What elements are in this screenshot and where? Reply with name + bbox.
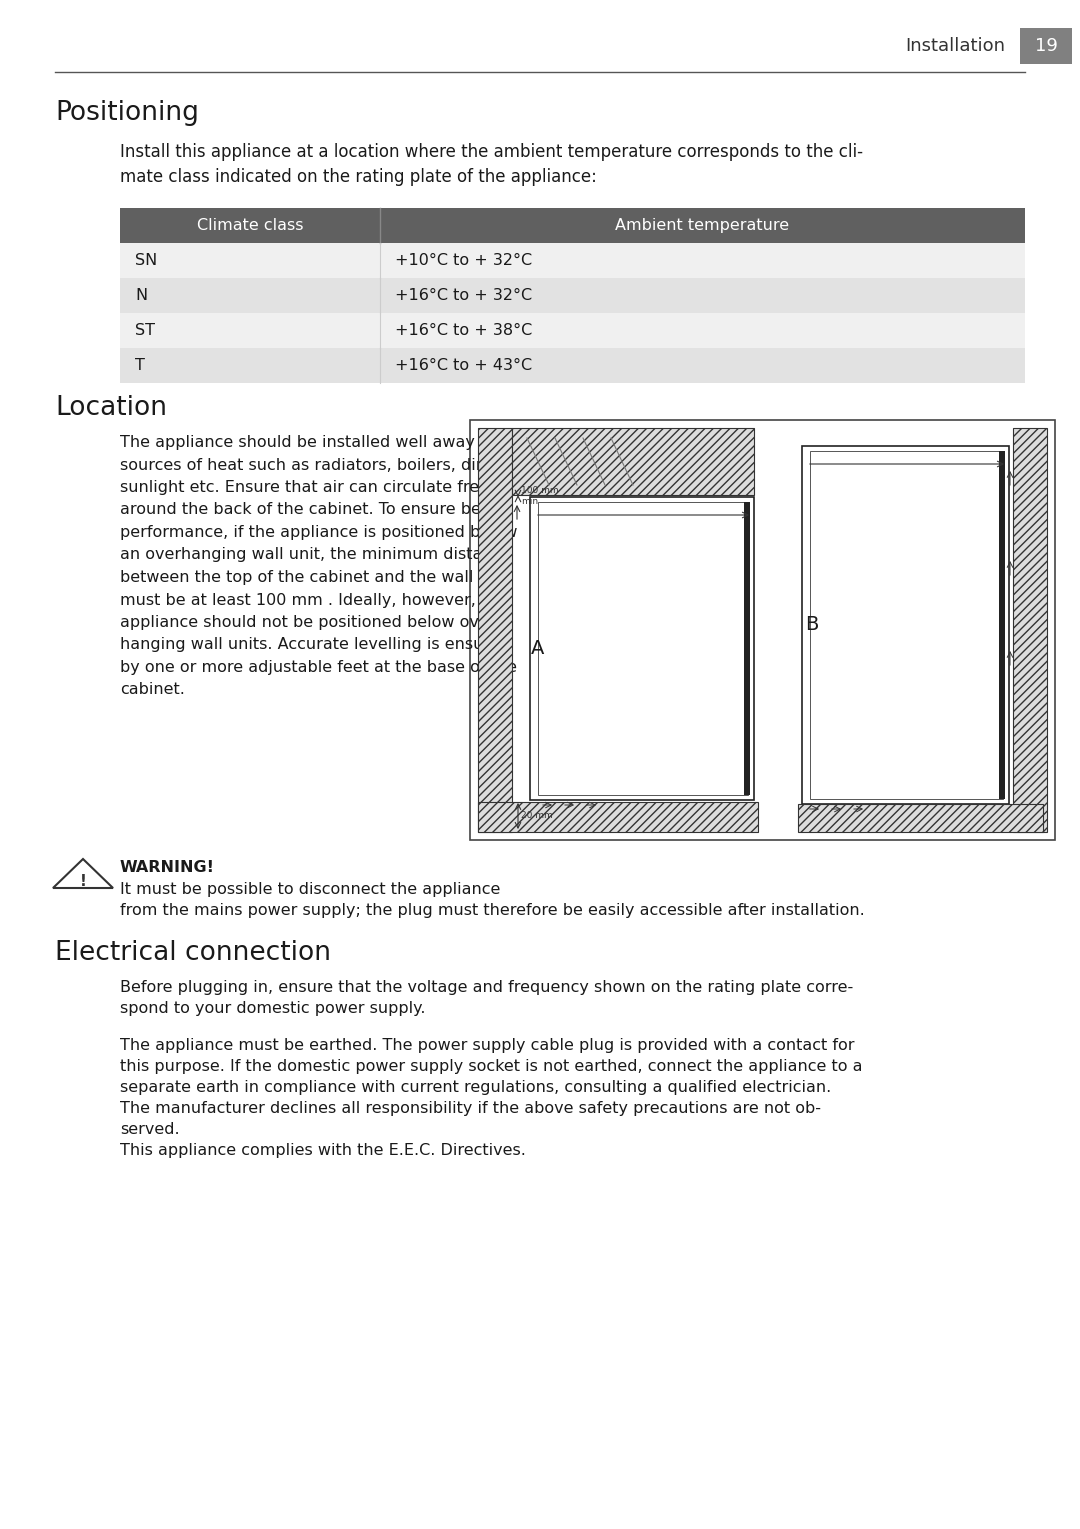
Text: +10°C to + 32°C: +10°C to + 32°C	[395, 252, 532, 268]
Bar	[798, 804, 1043, 832]
Text: 19: 19	[1035, 37, 1057, 55]
Text: hanging wall units. Accurate levelling is ensured: hanging wall units. Accurate levelling i…	[120, 638, 510, 653]
Bar	[1020, 28, 1072, 64]
Text: Positioning: Positioning	[55, 99, 199, 125]
Text: ST: ST	[135, 323, 156, 338]
Text: an overhanging wall unit, the minimum distance: an overhanging wall unit, the minimum di…	[120, 547, 511, 563]
Text: The appliance should be installed well away from: The appliance should be installed well a…	[120, 434, 517, 450]
Text: A: A	[531, 639, 544, 657]
Bar	[120, 208, 1025, 243]
Text: Installation: Installation	[905, 37, 1005, 55]
Bar	[810, 451, 1003, 800]
Polygon shape	[53, 859, 113, 888]
Text: by one or more adjustable feet at the base of the: by one or more adjustable feet at the ba…	[120, 661, 517, 674]
Text: sources of heat such as radiators, boilers, direct: sources of heat such as radiators, boile…	[120, 457, 507, 472]
Text: between the top of the cabinet and the wall unit: between the top of the cabinet and the w…	[120, 570, 510, 586]
Bar	[530, 497, 754, 800]
Bar	[744, 502, 750, 795]
Text: B: B	[806, 616, 819, 635]
Text: Electrical connection: Electrical connection	[55, 940, 330, 966]
Text: sunlight etc. Ensure that air can circulate freely: sunlight etc. Ensure that air can circul…	[120, 480, 503, 495]
Text: around the back of the cabinet. To ensure best: around the back of the cabinet. To ensur…	[120, 503, 496, 517]
Bar	[512, 428, 754, 495]
Text: Climate class: Climate class	[197, 219, 303, 232]
Text: N: N	[135, 287, 147, 303]
Text: !: !	[80, 873, 86, 888]
Text: Ambient temperature: Ambient temperature	[616, 219, 789, 232]
Text: It must be possible to disconnect the appliance
from the mains power supply; the: It must be possible to disconnect the ap…	[120, 882, 865, 917]
Text: +16°C to + 32°C: +16°C to + 32°C	[395, 287, 532, 303]
Text: 100 mm
min: 100 mm min	[521, 486, 558, 506]
Bar	[999, 451, 1005, 800]
Bar	[1013, 428, 1047, 832]
Bar	[478, 428, 512, 832]
Text: +16°C to + 38°C: +16°C to + 38°C	[395, 323, 532, 338]
Bar	[802, 446, 1009, 804]
Bar	[120, 278, 1025, 313]
Text: 20 mm: 20 mm	[521, 812, 553, 821]
Text: cabinet.: cabinet.	[120, 682, 185, 697]
Text: Install this appliance at a location where the ambient temperature corresponds t: Install this appliance at a location whe…	[120, 144, 863, 187]
Bar	[120, 243, 1025, 278]
Text: Before plugging in, ensure that the voltage and frequency shown on the rating pl: Before plugging in, ensure that the volt…	[120, 980, 853, 1015]
Bar	[120, 313, 1025, 349]
Text: performance, if the appliance is positioned below: performance, if the appliance is positio…	[120, 524, 517, 540]
Text: SN: SN	[135, 252, 158, 268]
Text: The appliance must be earthed. The power supply cable plug is provided with a co: The appliance must be earthed. The power…	[120, 1038, 863, 1157]
Bar	[470, 420, 1055, 839]
Text: WARNING!: WARNING!	[120, 859, 215, 875]
Bar	[538, 502, 748, 795]
Text: T: T	[135, 358, 145, 373]
Text: must be at least 100 mm . Ideally, however, the: must be at least 100 mm . Ideally, howev…	[120, 593, 508, 607]
Bar	[120, 349, 1025, 382]
Text: +16°C to + 43°C: +16°C to + 43°C	[395, 358, 532, 373]
Text: Location: Location	[55, 394, 167, 420]
Text: appliance should not be positioned below over-: appliance should not be positioned below…	[120, 615, 500, 630]
Bar	[478, 803, 758, 832]
